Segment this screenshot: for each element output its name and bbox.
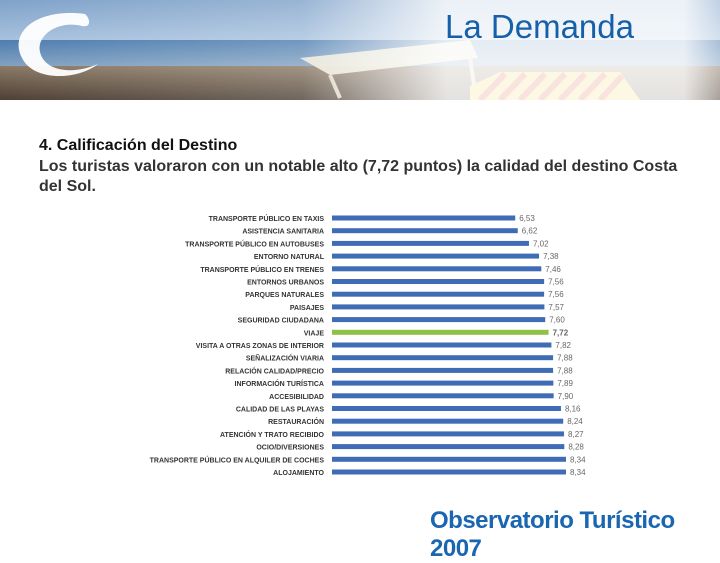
value-label: 7,88 [557,354,573,363]
bar [332,240,529,246]
category-label: SEÑALIZACIÓN VIARIA [246,354,324,363]
category-label: ENTORNOS URBANOS [247,280,324,287]
bar [332,342,552,348]
value-label: 7,90 [558,392,574,401]
bar [332,444,565,450]
bar [332,380,554,386]
category-label: ALOJAMIENTO [273,470,324,477]
category-label: PARQUES NATURALES [245,292,324,299]
bar [332,367,554,373]
header-banner-photo [0,0,720,100]
value-label: 6,62 [522,227,538,236]
bar [332,393,554,399]
value-label: 7,89 [557,379,573,388]
value-label: 7,88 [557,366,573,375]
category-label: ACCESIBILIDAD [269,394,324,401]
value-label: 7,56 [548,278,564,287]
category-label: OCIO/DIVERSIONES [256,445,324,452]
bar [332,304,545,310]
bar [332,266,542,272]
value-label: 7,02 [533,239,549,248]
category-label: RESTAURACIÓN [268,417,324,426]
category-label: SEGURIDAD CIUDADANA [238,318,324,325]
bar [332,355,554,361]
value-label: 7,56 [548,290,564,299]
value-label: 8,27 [568,430,584,439]
value-label: 7,60 [549,316,565,325]
value-label: 8,34 [570,468,586,477]
category-label: VISITA A OTRAS ZONAS DE INTERIOR [196,343,324,350]
value-label: 6,53 [519,214,535,223]
category-label: CALIDAD DE LAS PLAYAS [236,407,324,414]
bar [332,291,545,297]
value-label: 8,24 [567,417,583,426]
value-label: 8,28 [568,443,584,452]
category-label: TRANSPORTE PÚBLICO EN TAXIS [209,214,325,223]
value-label: 8,34 [570,455,586,464]
value-label: 7,82 [555,341,571,350]
category-label: VIAJE [304,330,325,337]
category-label: ENTORNO NATURAL [254,254,325,261]
section-heading: 4. Calificación del Destino [39,137,238,154]
value-label: 8,16 [565,405,581,414]
value-label: 7,72 [553,328,569,337]
bar [332,469,566,475]
highlight-bar [332,329,549,335]
category-label: RELACIÓN CALIDAD/PRECIO [225,366,324,375]
bar [332,279,545,284]
category-label: TRANSPORTE PÚBLICO EN AUTOBUSES [185,239,324,248]
section-description: Los turistas valoraron con un notable al… [39,158,678,195]
bar [332,228,518,234]
value-label: 7,46 [545,265,561,274]
category-label: TRANSPORTE PÚBLICO EN ALQUILER DE COCHES [150,455,325,464]
category-label: ASISTENCIA SANITARIA [242,229,324,236]
logo-swoosh [18,13,98,77]
bar [332,456,566,462]
category-label: ATENCIÓN Y TRATO RECIBIDO [220,430,325,439]
page-title: La Demanda [445,8,634,45]
bar [332,406,561,411]
bar [332,253,540,259]
value-label: 7,38 [543,252,559,261]
bar [332,418,564,424]
category-label: PAISAJES [290,305,324,312]
category-label: INFORMACIÓN TURÍSTICA [235,379,324,388]
brand-footer: Observatorio Turístico 2007 [430,507,675,562]
bar [332,431,565,437]
beach-photo [0,0,720,100]
bar [332,317,546,323]
rating-bar-chart: TRANSPORTE PÚBLICO EN TAXIS 6,53 ASISTENCI… [150,214,586,477]
bar [332,215,516,221]
category-label: TRANSPORTE PÚBLICO EN TRENES [200,265,324,274]
value-label: 7,57 [548,303,564,312]
